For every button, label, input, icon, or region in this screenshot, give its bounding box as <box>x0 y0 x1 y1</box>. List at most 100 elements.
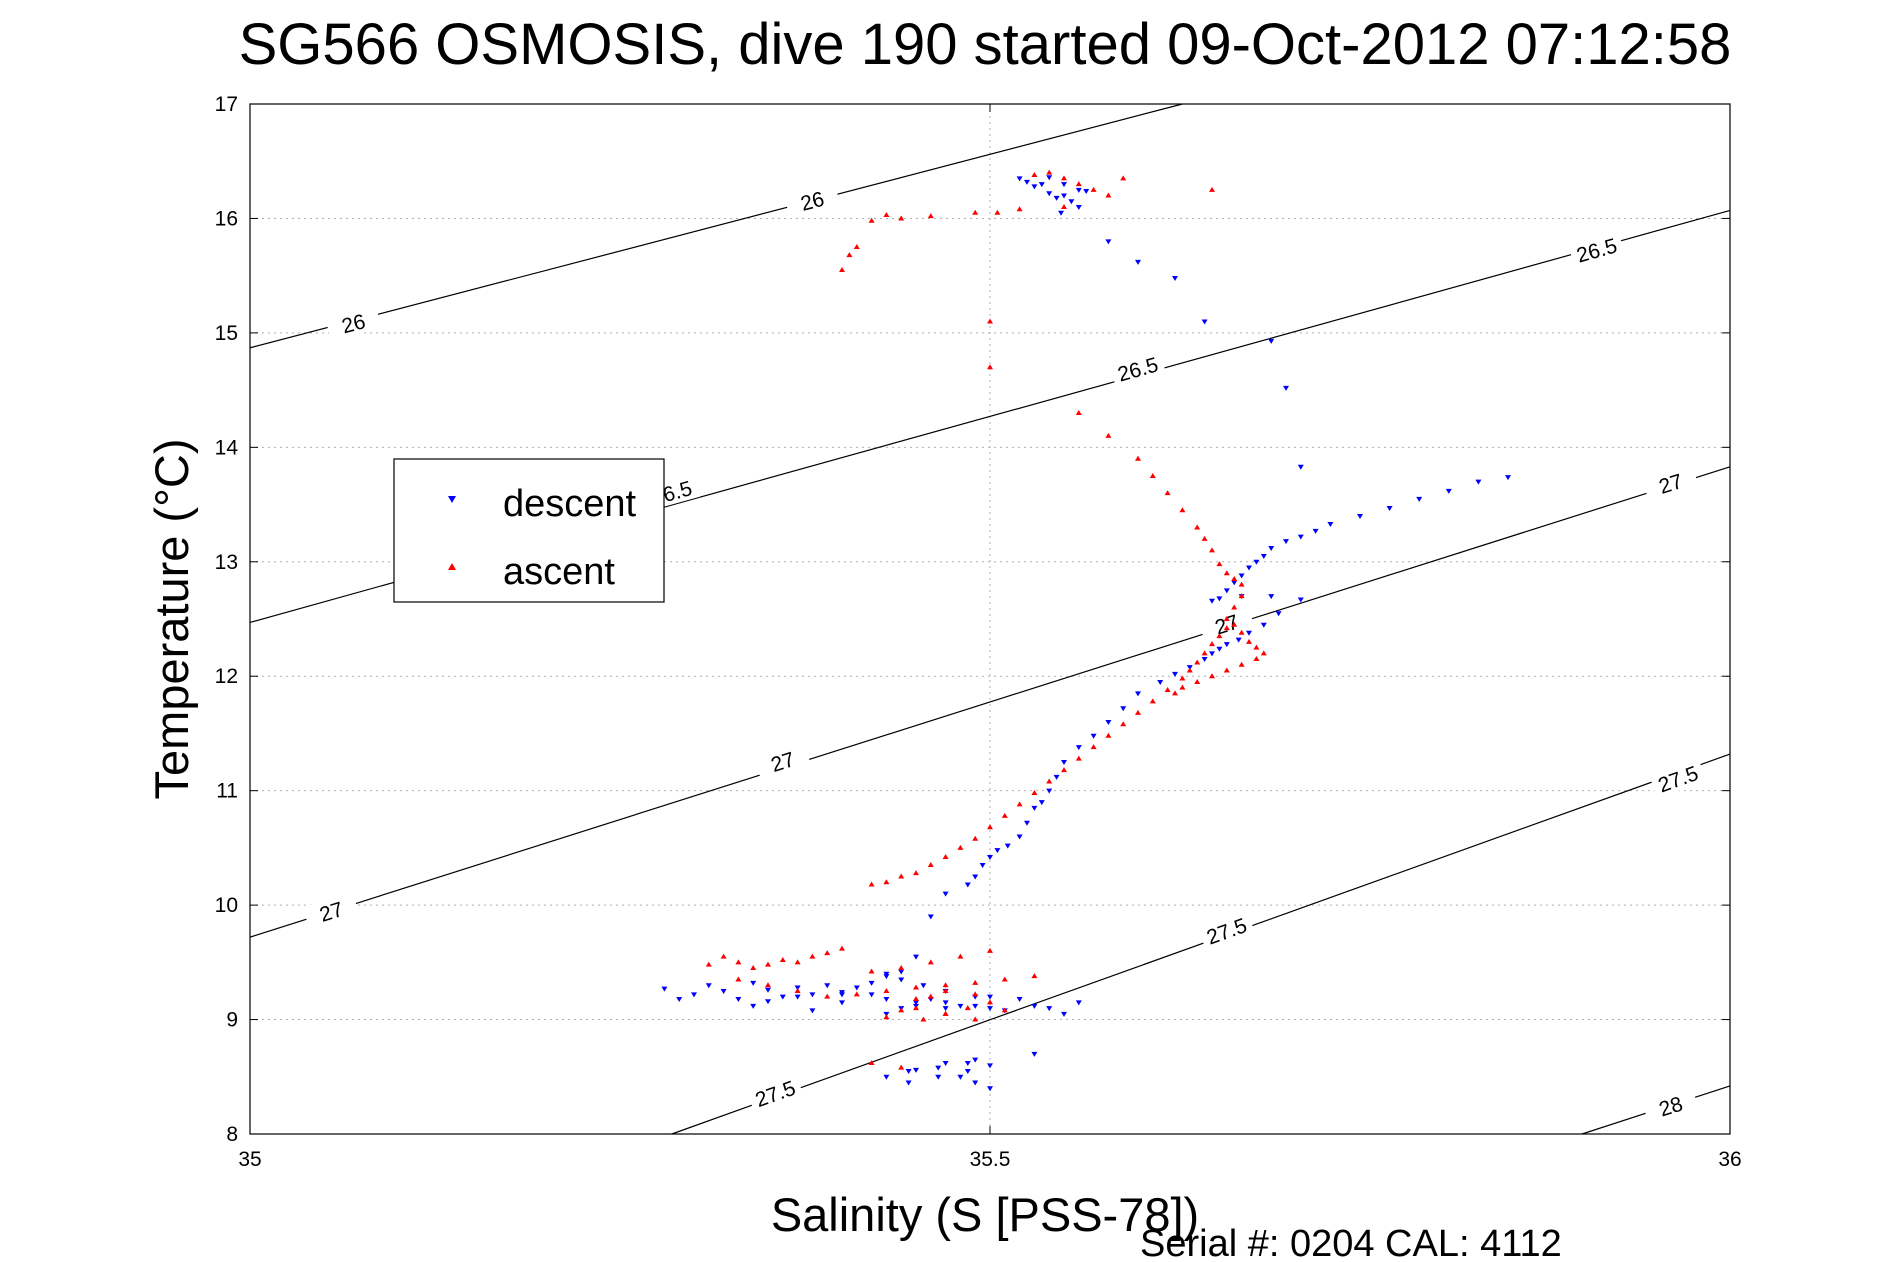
y-tick-label: 14 <box>215 436 239 459</box>
descent-point <box>1004 843 1011 849</box>
ascent-point <box>1223 625 1230 631</box>
x-tick-label: 35.5 <box>970 1148 1011 1171</box>
ascent-point <box>957 953 964 959</box>
ascent-point <box>839 266 845 272</box>
descent-point <box>765 999 771 1005</box>
legend-descent-marker <box>448 496 456 503</box>
descent-point <box>1268 594 1275 600</box>
ascent-point <box>1105 732 1112 738</box>
contour-label-bg <box>1649 758 1707 799</box>
descent-point <box>1246 630 1252 636</box>
descent-point <box>964 1069 971 1075</box>
legend: descent ascent <box>393 458 665 603</box>
ascent-point <box>735 959 742 965</box>
descent-point <box>779 994 786 1000</box>
axis-ticks <box>249 103 1731 1135</box>
ascent-point <box>987 824 993 830</box>
ascent-point <box>705 961 712 967</box>
ascent-point <box>853 244 860 250</box>
ascent-point <box>1253 656 1260 662</box>
descent-point <box>1046 175 1053 181</box>
ascent-point <box>809 953 816 959</box>
contour-label: 27.5 <box>752 1077 798 1112</box>
descent-point <box>853 985 860 991</box>
descent-point <box>1283 385 1289 391</box>
ascent-point <box>1194 659 1201 665</box>
ascent-point <box>1223 570 1230 576</box>
descent-point <box>1075 187 1082 193</box>
descent-point <box>750 1003 757 1009</box>
descent-point <box>1053 774 1060 780</box>
ascent-point <box>1172 690 1178 696</box>
descent-point <box>1209 651 1215 657</box>
descent-point <box>1201 319 1208 325</box>
descent-point <box>987 1086 993 1092</box>
descent-point <box>1024 820 1030 826</box>
ascent-point <box>913 984 919 990</box>
descent-point <box>1016 996 1023 1002</box>
descent-point <box>1105 720 1112 725</box>
y-tick-label: 17 <box>215 93 238 116</box>
ascent-point <box>824 993 831 999</box>
descent-point <box>750 980 757 986</box>
contour-label-bg <box>1109 350 1166 388</box>
descent-point <box>1416 496 1423 502</box>
ascent-point <box>868 217 875 223</box>
descent-point <box>735 996 742 1002</box>
ascent-point <box>964 1005 971 1011</box>
descent-point <box>1061 193 1067 199</box>
descent-point <box>1223 588 1230 594</box>
descent-point <box>809 1008 816 1014</box>
contour-label: 26 <box>798 188 826 216</box>
ascent-point <box>1105 432 1112 438</box>
ascent-point <box>1201 535 1208 541</box>
descent-point <box>1357 514 1363 519</box>
ascent-point <box>1075 410 1082 415</box>
ascent-point <box>1238 593 1245 599</box>
descent-point <box>927 914 934 920</box>
descent-point <box>957 1074 964 1080</box>
ascent-point <box>898 873 905 879</box>
descent-point <box>913 954 919 960</box>
contour-label: 26 <box>340 310 368 338</box>
ascent-point <box>942 987 949 993</box>
descent-point <box>1075 205 1082 210</box>
ascent-point <box>1216 561 1223 567</box>
descent-point <box>1297 464 1304 470</box>
descent-point <box>942 1061 949 1067</box>
contour-label-bg <box>783 182 841 219</box>
descent-point <box>1216 646 1223 652</box>
ascent-point <box>1231 604 1238 610</box>
ascent-point <box>913 995 919 1001</box>
ascent-point <box>1075 181 1082 187</box>
ascent-point <box>1209 641 1215 647</box>
descent-point <box>964 882 971 888</box>
descent-point <box>1046 191 1053 197</box>
x-tick-labels: 35 35.5 36 <box>238 1148 1741 1171</box>
ascent-point <box>1031 789 1038 795</box>
ascent-point <box>920 1016 927 1022</box>
ascent-point <box>1120 721 1127 727</box>
ascent-point <box>987 947 993 953</box>
ascent-point <box>1120 175 1127 181</box>
descent-point <box>905 1080 912 1086</box>
contour-label-bg <box>302 891 360 931</box>
descent-point <box>972 1057 979 1063</box>
ascent-point <box>898 215 905 221</box>
ascent-point <box>1149 472 1156 478</box>
ascent-point <box>972 835 979 841</box>
ascent-point <box>1216 633 1223 639</box>
legend-box <box>393 458 665 603</box>
ascent-point <box>942 854 949 860</box>
ascent-point <box>794 959 801 965</box>
contour-label: 27.5 <box>1655 762 1701 797</box>
ascent-point <box>1001 812 1008 818</box>
descent-point <box>720 988 727 994</box>
descent-point <box>1038 182 1045 188</box>
contour-label: 26.5 <box>1115 353 1161 386</box>
descent-point <box>1297 534 1304 540</box>
ascent-point <box>972 991 979 997</box>
ascent-point <box>1075 755 1082 761</box>
ascent-point <box>1179 684 1186 690</box>
descent-point <box>964 1061 971 1067</box>
